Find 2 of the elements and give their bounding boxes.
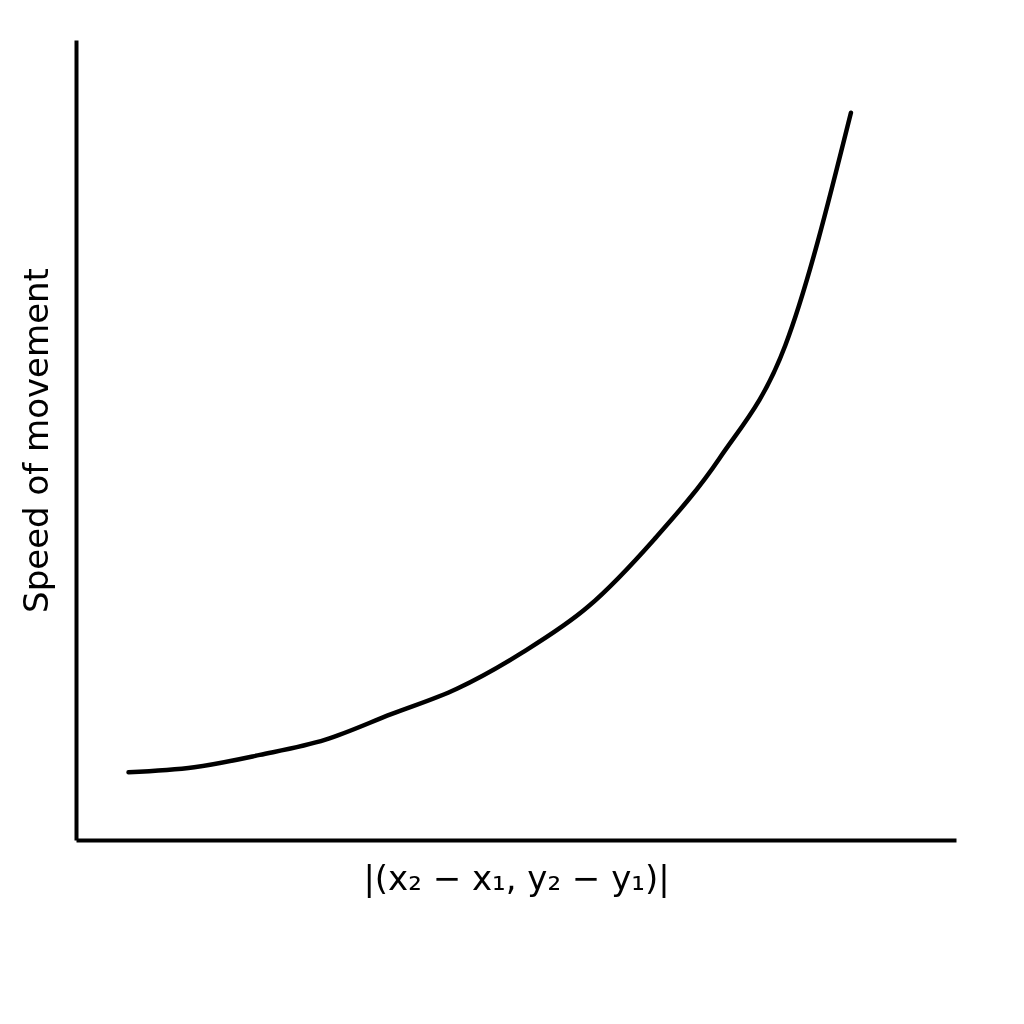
y-axis-title: Speed of movement — [15, 268, 56, 613]
x-axis-title: |(x₂ − x₁, y₂ − y₁)| — [363, 857, 670, 898]
